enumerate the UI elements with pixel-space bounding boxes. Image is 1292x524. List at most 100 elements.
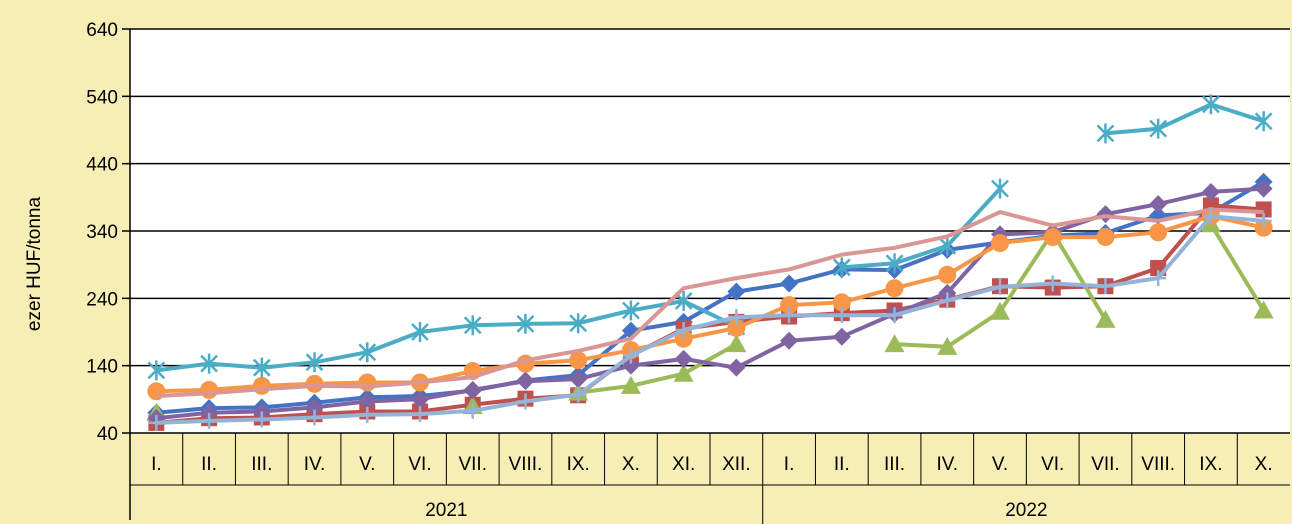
- data-point: [358, 342, 377, 363]
- data-point: [252, 376, 271, 395]
- data-point: [728, 309, 745, 326]
- data-point: [1149, 195, 1168, 214]
- data-point: [305, 352, 324, 373]
- x-tick-label: VIII.: [509, 454, 543, 475]
- data-point: [727, 318, 746, 337]
- data-point: [675, 321, 692, 338]
- y-tick-label: 40: [97, 424, 118, 445]
- data-point: [991, 234, 1009, 253]
- data-point: [464, 402, 481, 419]
- data-point: [620, 375, 641, 394]
- data-point: [884, 334, 905, 353]
- x-tick-label: IV.: [304, 454, 326, 475]
- data-point: [1150, 270, 1167, 287]
- x-tick-label: X.: [1255, 454, 1273, 475]
- data-point: [938, 235, 957, 256]
- data-point: [200, 403, 219, 422]
- data-point: [516, 313, 535, 334]
- x-tick-label: VI.: [1041, 454, 1064, 475]
- x-tick-label: VII.: [1091, 454, 1120, 475]
- year-label: 2021: [425, 500, 467, 521]
- series-6: [147, 207, 1273, 401]
- data-point: [992, 278, 1008, 295]
- x-tick-label: I.: [151, 454, 162, 475]
- data-point: [832, 327, 851, 346]
- data-point: [938, 265, 957, 284]
- series-4: [147, 179, 1273, 428]
- data-point: [832, 257, 851, 278]
- data-point: [991, 178, 1009, 199]
- y-tick-label: 440: [86, 155, 118, 176]
- data-point: [305, 374, 324, 393]
- data-point: [726, 334, 747, 353]
- data-point: [1096, 228, 1115, 247]
- data-point: [622, 300, 640, 321]
- x-tick-label: XII.: [722, 454, 751, 475]
- x-tick-label: X.: [622, 454, 640, 475]
- x-tick-label: IX.: [1199, 454, 1222, 475]
- x-tick-label: IX.: [567, 454, 590, 475]
- data-point: [673, 363, 694, 382]
- x-tick-label: I.: [784, 454, 795, 475]
- data-point: [1254, 179, 1273, 198]
- series-line: [156, 214, 1265, 394]
- data-point: [1095, 309, 1116, 328]
- series-line: [156, 207, 1264, 398]
- series-line: [156, 186, 1264, 421]
- y-tick-label: 240: [86, 289, 118, 310]
- data-point: [1097, 278, 1114, 295]
- x-tick-label: VI.: [408, 454, 431, 475]
- y-tick-label: 640: [86, 20, 118, 41]
- data-point: [780, 296, 799, 315]
- x-tick-label: V.: [992, 454, 1008, 475]
- x-tick-label: III.: [884, 454, 905, 475]
- data-point: [411, 322, 429, 342]
- data-point: [1202, 94, 1220, 115]
- series-line: [156, 214, 1264, 425]
- data-point: [200, 380, 219, 399]
- data-point: [463, 380, 482, 399]
- series-7: [156, 207, 1264, 398]
- data-point: [1044, 275, 1061, 292]
- data-point: [306, 409, 323, 426]
- data-point: [622, 347, 639, 364]
- data-point: [832, 293, 851, 312]
- data-point: [147, 360, 166, 381]
- x-tick-label: III.: [251, 454, 272, 475]
- data-point: [1149, 223, 1168, 242]
- data-point: [148, 414, 165, 431]
- data-point: [885, 279, 904, 298]
- data-point: [569, 370, 588, 389]
- data-point: [1255, 212, 1272, 229]
- data-point: [412, 406, 428, 423]
- data-point: [1202, 208, 1219, 225]
- data-point: [516, 372, 535, 391]
- y-axis-title: ezer HUF/tonna: [24, 197, 45, 332]
- data-point: [252, 402, 271, 421]
- data-point: [727, 358, 746, 377]
- data-point: [569, 313, 588, 334]
- data-point: [674, 349, 693, 368]
- data-point: [201, 412, 218, 429]
- data-point: [937, 336, 958, 355]
- year-label: 2022: [1005, 500, 1047, 521]
- data-point: [990, 301, 1010, 320]
- data-point: [570, 386, 587, 403]
- data-point: [780, 331, 799, 350]
- data-point: [727, 282, 746, 301]
- x-tick-label: V.: [359, 454, 375, 475]
- data-point: [781, 307, 798, 324]
- x-tick-label: II.: [201, 454, 217, 475]
- data-point: [833, 307, 850, 324]
- series-line: [156, 180, 1265, 415]
- data-point: [517, 393, 534, 410]
- x-tick-label: IV.: [937, 454, 959, 475]
- data-point: [358, 373, 377, 392]
- data-point: [885, 253, 904, 274]
- x-tick-label: II.: [834, 454, 850, 475]
- x-tick-label: VIII.: [1141, 454, 1175, 475]
- data-point: [1096, 123, 1115, 144]
- data-point: [253, 411, 270, 428]
- data-point: [411, 390, 429, 409]
